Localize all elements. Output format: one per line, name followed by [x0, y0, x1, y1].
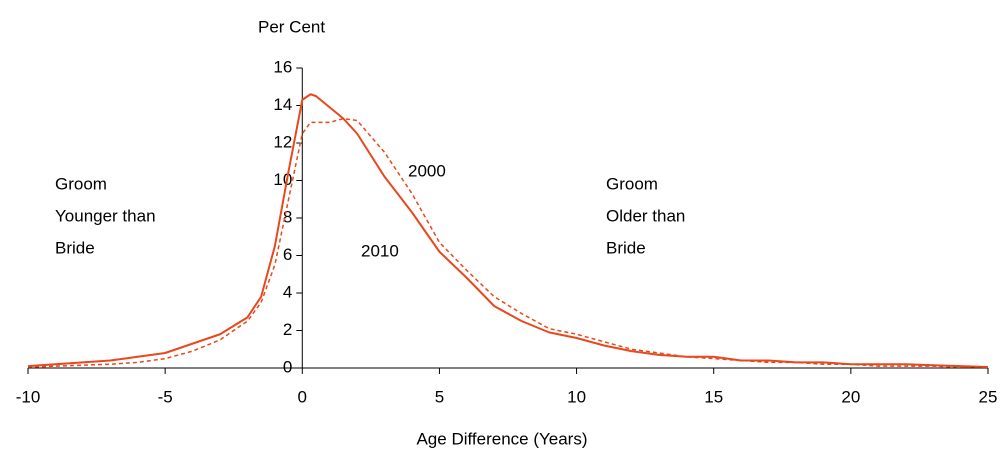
annotation: Older than — [606, 206, 685, 225]
y-tick-label: 16 — [273, 57, 292, 76]
annotation: Bride — [55, 238, 95, 257]
x-tick-label: 10 — [567, 387, 586, 406]
y-tick-label: 10 — [273, 170, 292, 189]
series-label: 2000 — [408, 161, 446, 180]
annotation: Bride — [606, 238, 646, 257]
x-tick-label: 0 — [298, 387, 307, 406]
y-tick-label: 8 — [283, 207, 292, 226]
series-label: 2010 — [361, 241, 399, 260]
annotation: Groom — [606, 174, 658, 193]
y-tick-label: 2 — [283, 320, 292, 339]
series-line — [27, 117, 988, 368]
x-tick-label: 20 — [841, 387, 860, 406]
y-tick-label: 0 — [283, 357, 292, 376]
annotation: Younger than — [55, 206, 156, 225]
x-tick-label: 25 — [979, 387, 998, 406]
y-tick-label: 4 — [283, 282, 292, 301]
annotation: Groom — [55, 174, 107, 193]
y-tick-label: 14 — [273, 95, 292, 114]
x-tick-label: 15 — [704, 387, 723, 406]
y-axis-label: Per Cent — [258, 17, 325, 36]
y-tick-label: 6 — [283, 245, 292, 264]
series-line — [27, 93, 989, 369]
x-tick-label: -10 — [16, 387, 41, 406]
y-tick-label: 12 — [273, 132, 292, 151]
x-tick-label: -5 — [158, 387, 173, 406]
x-tick-label: 5 — [435, 387, 444, 406]
x-axis-label: Age Difference (Years) — [416, 429, 587, 448]
